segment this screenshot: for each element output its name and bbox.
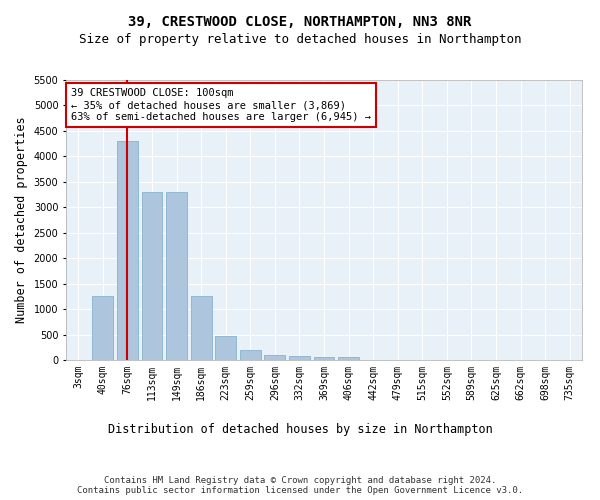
Y-axis label: Number of detached properties: Number of detached properties xyxy=(15,116,28,324)
Bar xyxy=(166,192,187,360)
Bar xyxy=(142,192,163,360)
Bar xyxy=(191,296,212,360)
Text: 39, CRESTWOOD CLOSE, NORTHAMPTON, NN3 8NR: 39, CRESTWOOD CLOSE, NORTHAMPTON, NN3 8N… xyxy=(128,15,472,29)
Bar xyxy=(117,140,138,360)
Bar xyxy=(314,357,334,360)
Bar xyxy=(215,336,236,360)
Text: Distribution of detached houses by size in Northampton: Distribution of detached houses by size … xyxy=(107,422,493,436)
Text: Contains HM Land Registry data © Crown copyright and database right 2024.
Contai: Contains HM Land Registry data © Crown c… xyxy=(77,476,523,495)
Text: Size of property relative to detached houses in Northampton: Size of property relative to detached ho… xyxy=(79,32,521,46)
Bar xyxy=(265,354,286,360)
Bar xyxy=(240,350,261,360)
Text: 39 CRESTWOOD CLOSE: 100sqm
← 35% of detached houses are smaller (3,869)
63% of s: 39 CRESTWOOD CLOSE: 100sqm ← 35% of deta… xyxy=(71,88,371,122)
Bar xyxy=(92,296,113,360)
Bar xyxy=(289,356,310,360)
Bar xyxy=(338,357,359,360)
